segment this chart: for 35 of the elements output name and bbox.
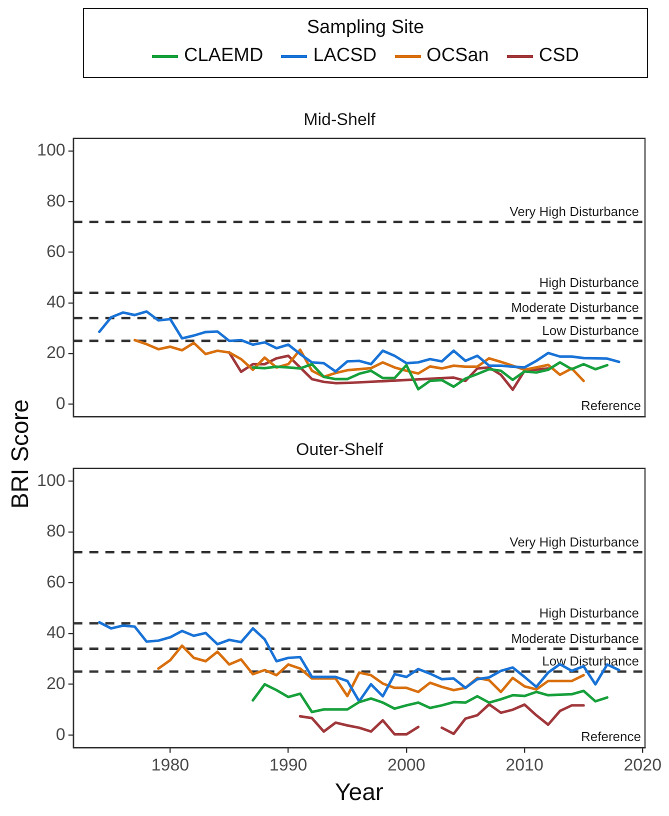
x-tick-label: 2010 [506,756,544,775]
y-tick-label: 40 [46,623,66,642]
y-tick-label: 40 [46,292,66,312]
annotation: Reference [581,728,641,744]
x-tick-label: 1990 [269,756,308,775]
ref-line-label: High Disturbance [539,605,639,620]
legend-label: CLAEMD [184,45,264,67]
legend-label: OCSan [426,45,489,67]
y-tick-label: 0 [56,724,66,744]
annotation: Reference [581,398,641,413]
ref-line-label: Low Disturbance [542,322,639,338]
ref-line-label: Moderate Disturbance [511,300,639,316]
ref-line-label: Very High Disturbance [510,534,639,550]
ref-line-label: Moderate Disturbance [511,630,639,646]
y-tick-label: 80 [46,191,66,210]
legend-label: CSD [538,45,579,67]
y-tick-label: 20 [46,343,66,362]
y-tick-label: 60 [46,572,66,592]
x-axis-title: Year [334,779,384,806]
y-tick-label: 20 [46,674,66,693]
y-axis-title: BRI Score [7,398,35,511]
ref-line-label: Very High Disturbance [510,204,639,219]
x-tick-label: 2020 [624,756,662,775]
ref-line-label: High Disturbance [539,274,639,290]
y-tick-label: 100 [36,140,66,160]
x-tick-label: 2000 [388,756,426,775]
y-tick-label: 80 [46,522,66,541]
y-tick-label: 60 [46,242,66,261]
legend-title: Sampling Site [306,17,426,39]
x-tick-label: 1980 [151,756,190,775]
y-tick-label: 0 [56,394,66,413]
legend-label: LACSD [313,45,377,67]
chart-title: Outer-Shelf [296,440,384,459]
y-tick-label: 100 [36,470,66,490]
chart-title: Mid-Shelf [304,110,376,129]
